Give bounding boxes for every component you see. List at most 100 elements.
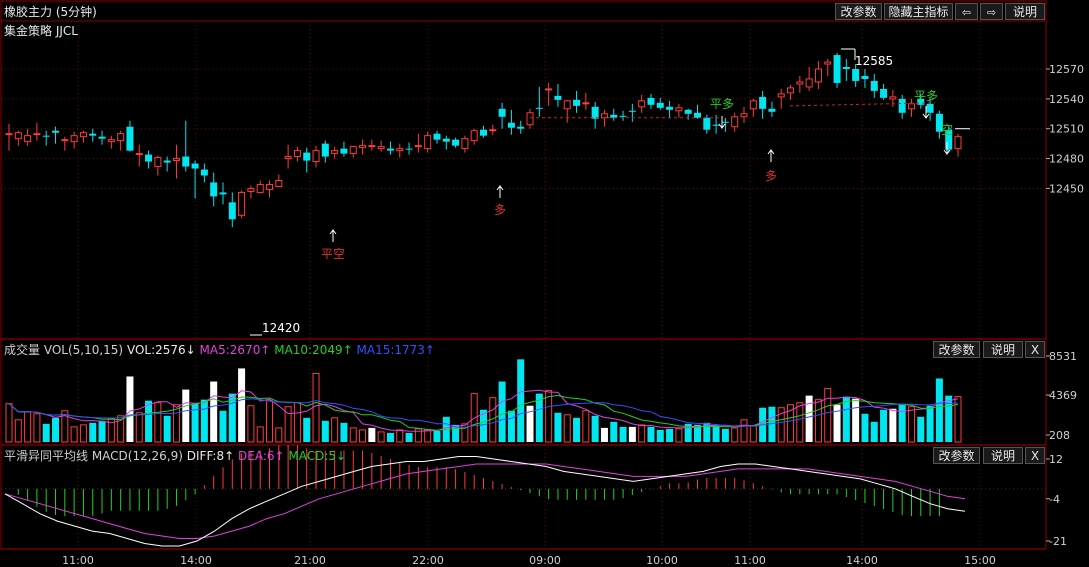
volume-ma-line [8,389,959,432]
candle-body [768,108,776,112]
low-price-label: 12420 [262,321,300,335]
candle-body [405,148,413,150]
candle-body [228,202,236,220]
candle-body [70,135,78,143]
volume-bar [889,408,897,442]
candle-body [61,139,69,142]
macd-dea: DEA:6↑ [238,449,285,463]
candle-body [777,93,785,98]
macd-params-button[interactable]: 改参数 [933,447,980,464]
help-button[interactable]: 说明 [1005,3,1045,20]
candle-body [52,130,60,133]
forward-arrow-icon[interactable]: ⇨ [980,3,1003,20]
price-tick-label: 12510 [1049,123,1084,136]
volume-tick-label: 208 [1049,429,1070,442]
volume-bar [5,403,13,443]
macd-tick-label: -4 [1049,493,1060,506]
macd-tick-label: -21 [1049,535,1067,548]
price-tick-label: 12570 [1049,63,1084,76]
candle-body [461,138,469,150]
volume-bar [824,388,832,443]
volume-bar [573,417,581,442]
macd-legend: 平滑异同平均线 MACD(12,26,9) DIFF:8↑ DEA:6↑ MAC… [4,447,346,464]
candle-body [600,113,608,119]
volume-bar [610,421,618,442]
volume-bar [563,414,571,443]
volume-bar [191,403,199,442]
candle-body [145,154,153,162]
volume-bar [238,368,246,442]
candle-body [814,68,822,83]
volume-title: 成交量 VOL(5,10,15) [4,343,124,357]
volume-bar [163,415,171,442]
candle-body [191,163,199,169]
volume-ma5: MA5:2670↑ [199,343,271,357]
time-tick-label: 14:00 [846,554,878,567]
candle-body [740,113,748,118]
volume-ma15: MA15:1773↑ [356,343,435,357]
params-button[interactable]: 改参数 [835,3,882,20]
volume-bar [349,427,357,443]
volume-bar [777,407,785,443]
time-tick-label: 21:00 [294,554,326,567]
candle-body [256,183,264,193]
volume-bar [89,422,97,442]
candle-body [591,106,599,119]
macd-help-button[interactable]: 说明 [983,447,1023,464]
volume-bar [600,427,608,442]
volume-bar [24,411,32,443]
chart-frame [0,0,1047,550]
candle-body [5,133,13,136]
volume-close-icon[interactable]: X [1025,341,1045,358]
volume-bar [293,402,301,443]
macd-title: 平滑异同平均线 MACD(12,26,9) [4,449,183,463]
candle-body [182,156,190,167]
volume-bar [210,381,218,442]
back-arrow-icon[interactable]: ⇦ [955,3,978,20]
volume-bar [396,429,404,443]
volume-help-button[interactable]: 说明 [983,341,1023,358]
strategy-label: 集金策略 JJCL [4,24,78,38]
volume-bar [33,413,41,443]
volume-bar [842,396,850,442]
hide-indicator-button[interactable]: 隐藏主指标 [884,3,953,20]
candle-body [675,107,683,112]
candle-body [507,122,515,128]
volume-bar [126,376,134,442]
volume-bar [182,389,190,442]
volume-bar [331,417,339,443]
candle-body [238,191,246,216]
volume-bar [870,421,878,442]
volume-bar [14,419,22,443]
candle-body [117,133,125,142]
volume-bar [42,423,50,442]
volume-bar [256,426,264,443]
volume-bar [666,428,674,442]
signal-label: 平空 [321,247,345,261]
candle-body [321,143,329,157]
volume-tick-label: 8531 [1049,350,1077,363]
candle-body [535,107,543,109]
signal-arrow-icon [943,149,951,155]
volume-params-button[interactable]: 改参数 [933,341,980,358]
volume-ma-line [8,398,959,428]
volume-bar [228,393,236,442]
volume-bar [433,430,441,442]
volume-bar [591,415,599,442]
volume-bar [554,412,562,442]
volume-bar [805,395,813,442]
macd-close-icon[interactable]: X [1025,447,1045,464]
volume-bar [861,413,869,442]
candle-body [721,121,729,123]
candle-body [870,80,878,91]
volume-bar [284,406,292,443]
volume-bar [145,400,153,442]
volume-bar [219,410,227,442]
time-tick-label: 11:00 [62,554,94,567]
volume-bar [61,410,69,443]
volume-bar [154,402,162,443]
volume-bar [52,417,60,442]
volume-bar [833,404,841,442]
candle-body [24,135,32,143]
candle-body [359,145,367,149]
